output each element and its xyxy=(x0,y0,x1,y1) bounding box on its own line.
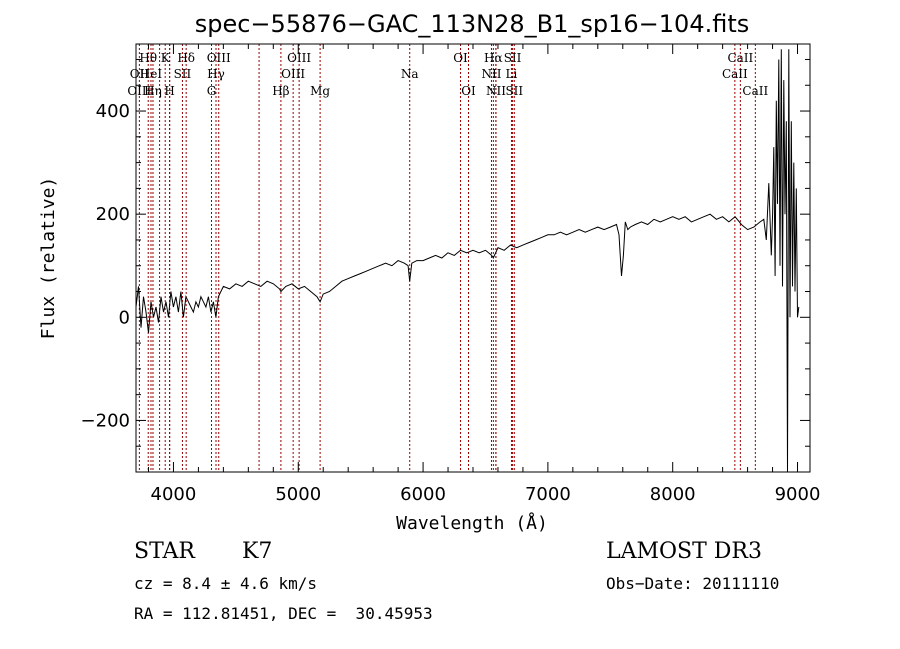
x-tick-label: 6000 xyxy=(400,484,446,505)
x-tick-label: 8000 xyxy=(650,484,696,505)
line-label: Hθ xyxy=(139,51,157,65)
obs-date: Obs−Date: 20111110 xyxy=(606,574,780,593)
line-label: CaII xyxy=(742,84,768,98)
line-label: CaII xyxy=(722,67,748,81)
line-label: OIII xyxy=(127,84,151,98)
line-label: SII xyxy=(504,51,522,65)
line-label: OI xyxy=(461,84,476,98)
x-tick-label: 4000 xyxy=(151,484,197,505)
y-tick-label: 400 xyxy=(96,101,130,122)
y-tick-label: −200 xyxy=(81,410,130,431)
survey-name: LAMOST DR3 xyxy=(606,539,762,564)
line-markers xyxy=(138,44,756,472)
line-label: OII xyxy=(130,67,150,81)
line-label: Hα xyxy=(484,51,503,65)
line-label: CaII xyxy=(727,51,753,65)
x-tick-label: 7000 xyxy=(525,484,571,505)
coordinates: RA = 112.81451, DEC = 30.45953 xyxy=(134,604,433,623)
line-label: OIII xyxy=(287,51,311,65)
spectrum-line xyxy=(135,49,800,473)
x-tick-label: 9000 xyxy=(775,484,821,505)
line-label: OIII xyxy=(207,51,231,65)
redshift-readout: cz = 8.4 ± 4.6 km/s xyxy=(134,574,318,593)
line-label: NII xyxy=(481,67,501,81)
line-label: Hη xyxy=(144,84,162,98)
plot-frame xyxy=(135,43,811,473)
chart-title: spec−55876−GAC_113N28_B1_sp16−104.fits xyxy=(195,10,750,38)
line-label: Mg xyxy=(310,84,330,98)
line-label: OI xyxy=(453,51,468,65)
line-label: K xyxy=(161,51,171,65)
y-axis-label: Flux (relative) xyxy=(38,177,59,340)
line-label: SII xyxy=(174,67,192,81)
line-label: SII xyxy=(505,84,523,98)
line-label: HeI xyxy=(140,67,163,81)
object-class: STAR xyxy=(134,539,195,564)
line-label: Li xyxy=(506,67,518,81)
y-axis: −200 0 200 400 xyxy=(81,58,810,473)
line-label: NII xyxy=(486,84,506,98)
x-axis-label: Wavelength (Å) xyxy=(396,512,548,534)
line-label: G xyxy=(207,84,217,98)
line-label: Na xyxy=(401,67,419,81)
line-label: Hβ xyxy=(272,84,289,98)
line-label: Hγ xyxy=(207,67,225,81)
x-axis: 4000 5000 6000 7000 8000 9000 xyxy=(147,44,821,505)
object-subclass: K7 xyxy=(242,539,273,564)
line-label: H xyxy=(164,84,174,98)
line-label: OIII xyxy=(281,67,305,81)
y-tick-label: 0 xyxy=(119,307,130,328)
x-tick-label: 5000 xyxy=(275,484,321,505)
line-label: Hδ xyxy=(177,51,195,65)
y-tick-label: 200 xyxy=(96,204,130,225)
